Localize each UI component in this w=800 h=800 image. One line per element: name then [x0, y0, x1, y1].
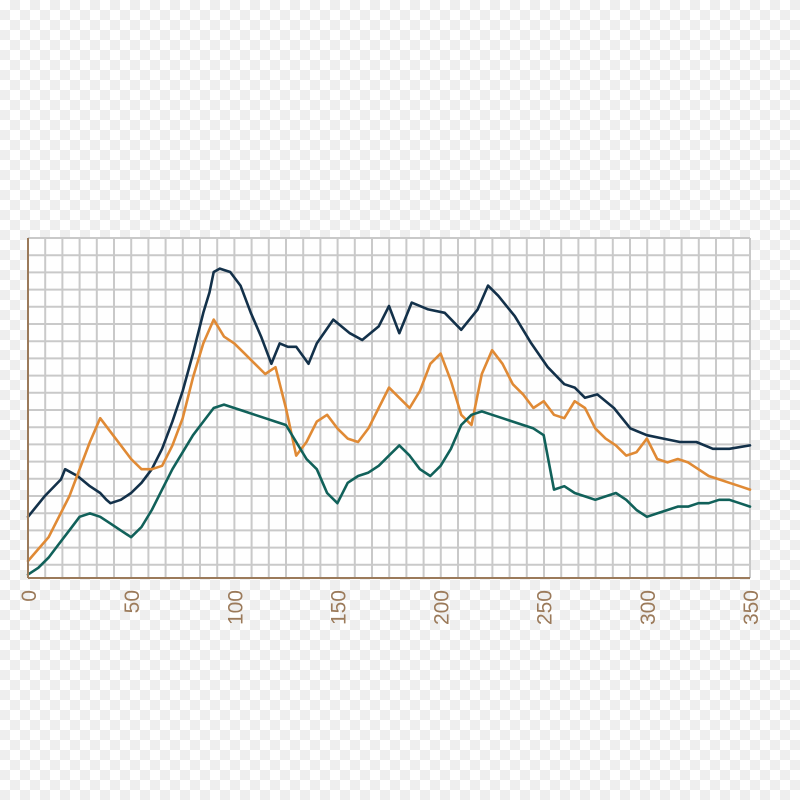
x-tick-label: 300: [637, 590, 660, 625]
series-layer: [26, 267, 752, 576]
series-line-top: [26, 267, 752, 519]
series-line-middle: [26, 318, 752, 563]
x-tick-label: 0: [18, 590, 41, 602]
axes: [27, 238, 750, 579]
x-tick-labels: 0 50 100 150 200 250 300 350: [18, 590, 763, 625]
x-tick-label: 200: [431, 590, 454, 625]
x-tick-label: 350: [740, 590, 763, 625]
grid-lines: [28, 237, 751, 578]
x-tick-label: 100: [224, 590, 247, 625]
series-line-bottom: [26, 403, 752, 576]
x-tick-label: 150: [327, 590, 350, 625]
x-tick-label: 50: [121, 590, 144, 613]
x-tick-label: 250: [534, 590, 557, 625]
